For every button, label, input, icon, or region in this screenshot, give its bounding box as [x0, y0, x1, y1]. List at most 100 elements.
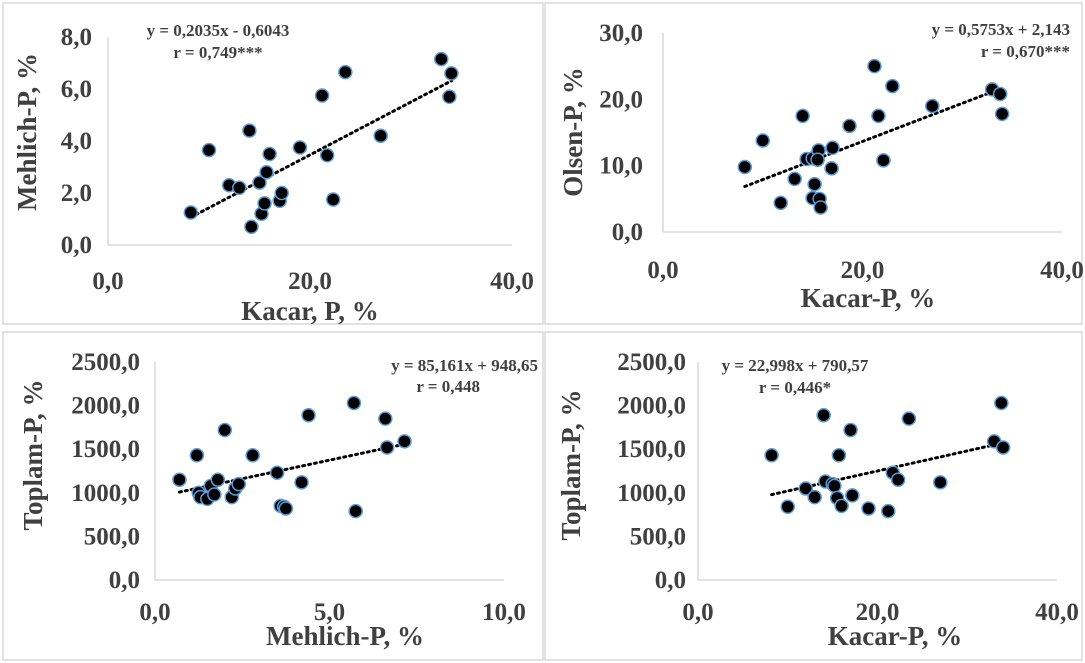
data-point	[373, 128, 388, 144]
data-point	[442, 89, 457, 105]
panel-frame-2	[544, 2, 1083, 325]
data-point	[434, 51, 449, 67]
data-point	[861, 501, 876, 516]
x-tick-label: 10,0	[482, 599, 526, 626]
data-point	[773, 195, 788, 211]
data-point	[737, 159, 753, 175]
data-point	[262, 146, 277, 162]
y-tick-label: 2000,0	[617, 393, 686, 420]
y-tick-label: 2500,0	[617, 349, 686, 376]
data-point	[348, 503, 363, 519]
data-point	[831, 448, 847, 463]
data-point	[824, 161, 839, 176]
data-point	[379, 440, 395, 455]
data-point	[807, 176, 822, 192]
data-point	[397, 434, 412, 449]
data-point	[798, 481, 813, 496]
y-tick-label: 0,0	[109, 567, 140, 594]
x-axis-title: Kacar, P, %	[241, 296, 379, 326]
y-tick-label: 10,0	[599, 153, 643, 180]
data-point	[274, 185, 289, 201]
correlation-coefficient: r = 0,670***	[981, 42, 1070, 61]
data-point	[189, 448, 205, 463]
data-point	[810, 152, 825, 167]
data-point	[257, 196, 272, 211]
data-point	[901, 411, 917, 426]
data-point	[885, 78, 900, 94]
x-tick-label: 5,0	[314, 599, 345, 626]
data-point	[201, 142, 217, 158]
data-point	[827, 478, 842, 494]
y-tick-label: 0,0	[61, 232, 92, 259]
y-tick-label: 500,0	[84, 523, 140, 550]
regression-equation: y = 0,2035x - 0,6043	[147, 21, 290, 40]
data-point	[231, 476, 247, 492]
data-point	[816, 407, 831, 423]
x-tick-label: 0,0	[682, 599, 713, 626]
data-point	[825, 140, 840, 156]
correlation-coefficient: r = 0,446*	[759, 378, 831, 397]
data-point	[269, 465, 285, 480]
data-point	[834, 498, 849, 514]
y-tick-label: 2500,0	[71, 349, 140, 376]
y-tick-label: 2,0	[61, 180, 92, 207]
trendline	[189, 79, 453, 219]
data-point	[881, 503, 896, 519]
data-point	[813, 200, 828, 215]
x-tick-label: 40,0	[1035, 599, 1079, 626]
chart-1: 0,0 2,0 4,0 6,0 8,0 0,0 20,0 40,0 Kacar, P, % Meh…	[12, 21, 534, 326]
y-tick-label: 6,0	[61, 76, 92, 103]
y-axis-title: Toplam-P, %	[18, 379, 48, 530]
y-tick-label: 0,0	[655, 567, 686, 594]
y-axis-title: Mehlich-P, %	[12, 53, 42, 211]
data-point	[217, 422, 233, 438]
data-point	[994, 106, 1010, 122]
y-tick-label: 500,0	[630, 523, 686, 550]
data-point	[314, 88, 330, 103]
data-point	[319, 148, 335, 163]
data-point	[278, 501, 294, 516]
correlation-coefficient: r = 0,448	[416, 377, 480, 396]
data-point	[444, 66, 459, 81]
data-point	[795, 108, 810, 124]
data-point	[207, 487, 222, 502]
data-point	[252, 175, 267, 190]
panel-frame-3	[2, 331, 544, 661]
data-point	[232, 180, 247, 196]
data-point	[992, 86, 1008, 102]
y-tick-label: 4,0	[61, 128, 92, 155]
x-tick-label: 0,0	[139, 599, 170, 626]
data-point	[210, 472, 226, 487]
data-point	[244, 219, 259, 235]
x-tick-label: 0,0	[92, 268, 123, 295]
data-point	[259, 164, 274, 180]
x-axis-title: Kacar-P, %	[828, 621, 962, 651]
data-point	[994, 395, 1009, 411]
y-tick-label: 20,0	[599, 86, 643, 113]
data-point	[292, 140, 308, 155]
x-tick-label: 20,0	[841, 257, 885, 284]
data-point	[933, 475, 948, 490]
data-point	[346, 395, 362, 411]
panel-frame-1	[2, 2, 544, 325]
x-tick-label: 40,0	[490, 268, 534, 295]
x-tick-label: 20,0	[288, 268, 332, 295]
regression-equation: y = 85,161x + 948,65	[391, 356, 538, 375]
data-point	[378, 411, 393, 426]
data-point	[871, 108, 886, 124]
data-point	[755, 133, 770, 148]
chart-3: 0,0 500,0 1000,0 1500,0 2000,0 2500,0 0,0 5,0 10…	[18, 349, 538, 651]
data-point	[338, 64, 353, 80]
data-point	[890, 472, 906, 487]
data-point	[242, 123, 257, 138]
y-axis-title: Toplam-P, %	[556, 389, 586, 540]
x-axis-title: Mehlich-P, %	[266, 621, 424, 651]
data-point	[787, 171, 802, 187]
data-point	[876, 153, 891, 168]
data-point	[843, 422, 858, 438]
data-point	[925, 98, 940, 114]
y-tick-label: 2000,0	[71, 393, 140, 420]
y-tick-label: 1500,0	[617, 436, 686, 463]
data-point	[301, 407, 316, 423]
